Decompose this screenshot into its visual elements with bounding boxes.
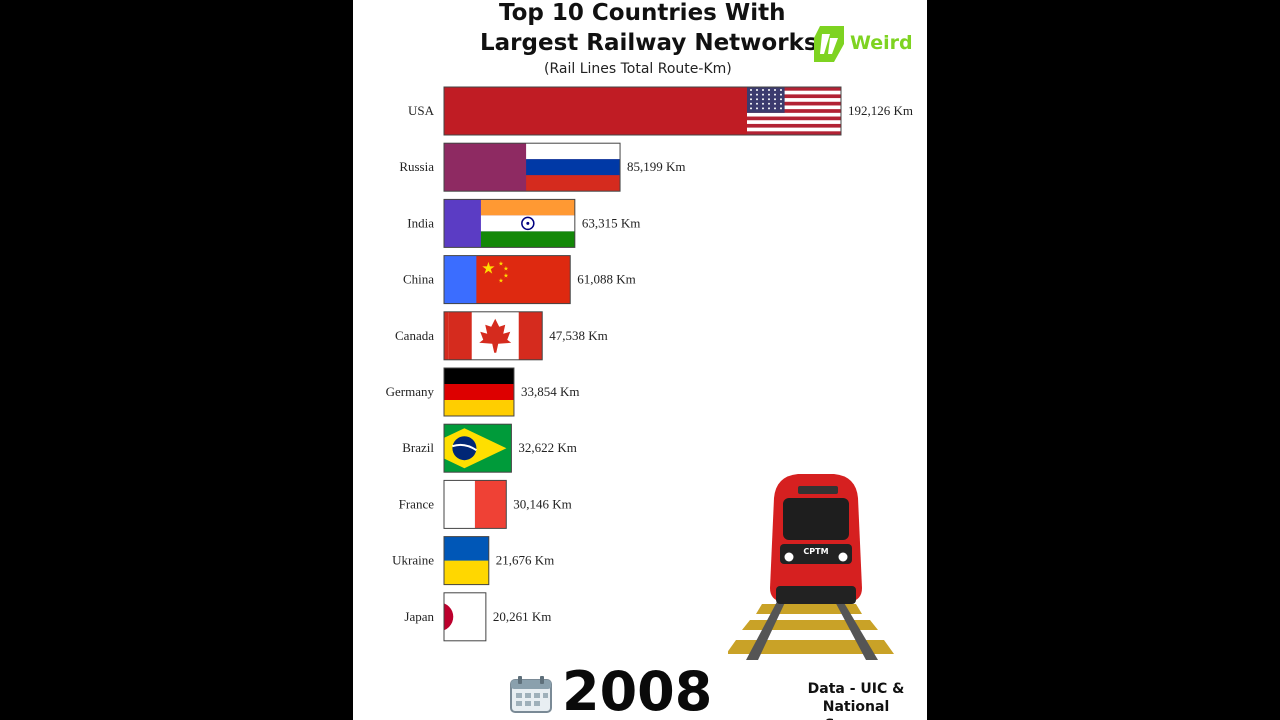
us-flag xyxy=(747,87,841,135)
bar-row-japan: Japan 20,261 Km xyxy=(404,592,551,642)
svg-text:★: ★ xyxy=(481,259,495,278)
france-flag xyxy=(444,480,507,529)
bar-row-canada: Canada 47,538 Km xyxy=(395,311,608,361)
brazil-flag xyxy=(444,424,512,473)
chart-panel: Top 10 Countries With Largest Railway Ne… xyxy=(353,0,927,720)
value-label: 47,538 Km xyxy=(549,328,608,343)
value-label: 61,088 Km xyxy=(577,272,636,287)
brand-mark-icon xyxy=(814,26,844,62)
flag-clip-japan xyxy=(444,592,486,641)
category-label: Ukraine xyxy=(392,553,434,568)
svg-text:★: ★ xyxy=(503,273,508,280)
bar-outline xyxy=(443,198,576,248)
source-line-1: Data - UIC & xyxy=(807,681,905,697)
brand-name: Weird xyxy=(850,32,913,54)
flag-clip-brazil xyxy=(444,424,512,473)
chart-title: Top 10 Countries With Largest Railway Ne… xyxy=(353,0,927,60)
bar-row-germany: Germany 33,854 Km xyxy=(386,367,580,417)
bar-outline xyxy=(443,536,490,586)
svg-text:★: ★ xyxy=(503,266,508,273)
category-label: Japan xyxy=(404,609,434,624)
flag-clip-ukraine xyxy=(444,536,489,585)
bar-row-russia: Russia 85,199 Km xyxy=(399,142,686,192)
bar-chart: USA 192,126 Km Russia 85,199 Km India 63,315 … xyxy=(386,86,913,642)
bar-outline xyxy=(443,255,571,305)
bar-outline xyxy=(443,86,842,136)
value-label: 192,126 Km xyxy=(848,103,913,118)
svg-text:★: ★ xyxy=(498,261,503,268)
category-label: Canada xyxy=(395,328,434,343)
year-indicator: 2008 xyxy=(508,660,738,720)
category-label: India xyxy=(407,215,434,230)
value-label: 20,261 Km xyxy=(493,609,551,624)
japan-flag xyxy=(444,592,486,641)
data-source: Data - UIC & National Sources xyxy=(791,680,921,720)
bar-outline xyxy=(443,592,487,642)
flag-clip-germany xyxy=(444,368,514,416)
bar-row-ukraine: Ukraine 21,676 Km xyxy=(392,536,555,586)
value-label: 85,199 Km xyxy=(627,159,686,174)
category-label: Brazil xyxy=(402,440,434,455)
bar-row-usa: USA 192,126 Km xyxy=(408,86,913,136)
value-label: 33,854 Km xyxy=(521,384,580,399)
railway-track-icon xyxy=(728,596,894,660)
year-label: 2008 xyxy=(562,660,713,720)
category-label: France xyxy=(399,496,435,511)
category-label: China xyxy=(403,272,434,287)
bar-row-india: India 63,315 Km xyxy=(407,198,641,248)
source-line-2: National Sources xyxy=(822,699,890,720)
china-flag: ★ ★★★★ xyxy=(476,255,571,304)
value-label: 32,622 Km xyxy=(518,440,577,455)
category-label: Germany xyxy=(386,384,435,399)
bar-outline xyxy=(443,479,507,529)
title-line-1: Top 10 Countries With xyxy=(499,0,786,26)
flag-clip-russia xyxy=(526,143,621,192)
value-label: 63,315 Km xyxy=(582,215,641,230)
bar-row-france: France 30,146 Km xyxy=(399,479,572,529)
canada-flag xyxy=(448,311,543,360)
calendar-icon xyxy=(510,676,552,713)
train-label: CPTM xyxy=(803,547,828,556)
flag-clip-india xyxy=(480,199,575,248)
value-label: 30,146 Km xyxy=(513,496,572,511)
ukraine-flag xyxy=(444,536,489,585)
germany-flag xyxy=(444,368,514,416)
flag-clip-france xyxy=(444,480,507,529)
flag-clip-usa xyxy=(747,87,841,135)
brand-logo: Weird xyxy=(810,24,920,66)
bar-outline xyxy=(443,423,512,473)
bar-outline xyxy=(443,142,621,192)
bar-row-brazil: Brazil 32,622 Km xyxy=(402,423,577,473)
bar-outline xyxy=(443,367,515,417)
flag-clip-china: ★ ★★★★ xyxy=(476,255,571,304)
bar-outline xyxy=(443,311,543,361)
train-icon: CPTM xyxy=(770,474,862,604)
svg-text:★: ★ xyxy=(498,278,503,285)
category-label: USA xyxy=(408,103,435,118)
chart-subtitle: (Rail Lines Total Route-Km) xyxy=(544,61,732,77)
train-illustration: CPTM xyxy=(728,474,894,660)
category-label: Russia xyxy=(399,159,434,174)
russia-flag xyxy=(526,143,621,192)
title-line-2: Largest Railway Networks xyxy=(480,30,818,56)
india-flag xyxy=(480,199,575,248)
value-label: 21,676 Km xyxy=(496,553,555,568)
flag-clip-canada xyxy=(448,311,543,360)
bar-row-china: ★ ★★★★China 61,088 Km xyxy=(403,255,636,305)
